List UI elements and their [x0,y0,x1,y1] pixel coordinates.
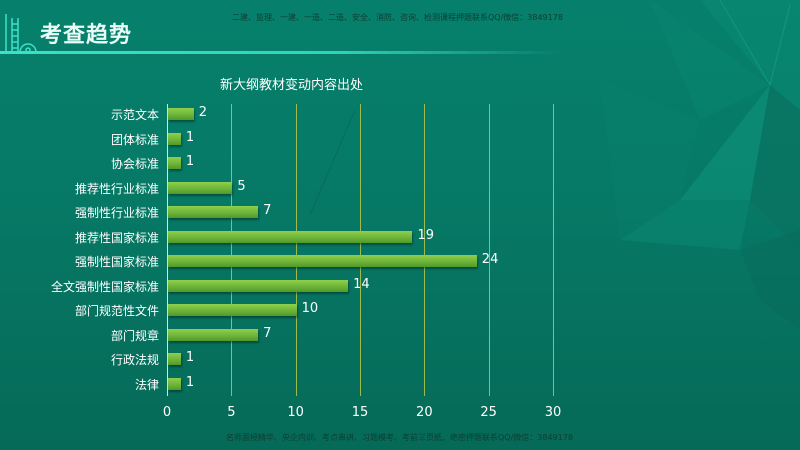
bar-value-label: 5 [237,178,246,194]
x-tick-label: 20 [416,405,433,420]
gridline [553,104,554,396]
bar [168,279,349,292]
category-label: 协会标准 [110,157,159,171]
bar-value-label: 1 [185,350,195,365]
watermark-top: 二建、监理、一建、一造、二造、安全、消防、咨询、检测课程押题联系QQ/微信：38… [232,13,563,22]
bar [168,328,259,341]
bar-value-label: 19 [417,227,434,243]
category-label: 部门规范性文件 [74,304,159,318]
bar-value-label: 14 [353,276,370,292]
bar [168,377,181,390]
header-divider [0,51,560,54]
gridline [231,104,233,396]
gridline [488,104,490,396]
category-label: 示范文本 [110,108,159,122]
bar-value-label: 1 [185,374,195,390]
x-tick-label: 30 [544,405,562,420]
bar [168,157,181,169]
bar [168,230,413,243]
bar [168,304,297,316]
gridline [424,104,426,396]
category-label: 推荐性行业标准 [74,181,159,196]
category-label: 法律 [134,377,159,392]
bar-chart: 新大纲教材变动内容出处 2 1 1 5 7 19 24 14 10 7 1 1 示范文本 团体标准 协会标… [0,60,800,430]
bar [168,181,233,194]
bar-value-label: 10 [301,301,319,316]
category-label: 推荐性国家标准 [74,230,159,245]
gridline [295,104,297,396]
x-tick-label: 25 [480,405,497,420]
y-axis-line [167,104,168,396]
x-tick-label: 5 [227,405,236,420]
ladder-building-icon [5,14,37,53]
bar [168,353,181,365]
bar-value-label: 7 [263,203,272,218]
bar-value-label: 1 [185,154,195,169]
bar-value-label: 2 [198,105,207,120]
bar [168,255,477,267]
bar [168,108,194,120]
category-label: 强制性国家标准 [74,255,159,269]
bar [168,206,259,218]
chart-title: 新大纲教材变动内容出处 [220,78,364,93]
category-label: 行政法规 [110,353,159,367]
x-tick-label: 10 [287,405,304,420]
x-tick-label: 0 [162,405,172,420]
bar-value-label: 24 [481,252,499,267]
page-title: 考查趋势 [40,23,133,48]
x-tick-label: 15 [351,405,369,420]
bar-value-label: 7 [263,325,272,341]
header: 考查趋势 [0,0,800,60]
category-label: 部门规章 [110,328,159,343]
category-label: 全文强制性国家标准 [50,279,159,294]
category-label: 强制性行业标准 [74,206,159,220]
category-label: 团体标准 [110,132,159,147]
gridline [360,104,361,396]
bar-value-label: 1 [185,129,195,145]
bar [168,132,181,145]
plot-area: 2 1 1 5 7 19 24 14 10 7 1 1 [167,104,554,396]
watermark-bottom: 名师面授精华、央企内训、考点串讲、习题模考、考前三页纸、绝密押题联系QQ/微信：… [226,433,573,442]
